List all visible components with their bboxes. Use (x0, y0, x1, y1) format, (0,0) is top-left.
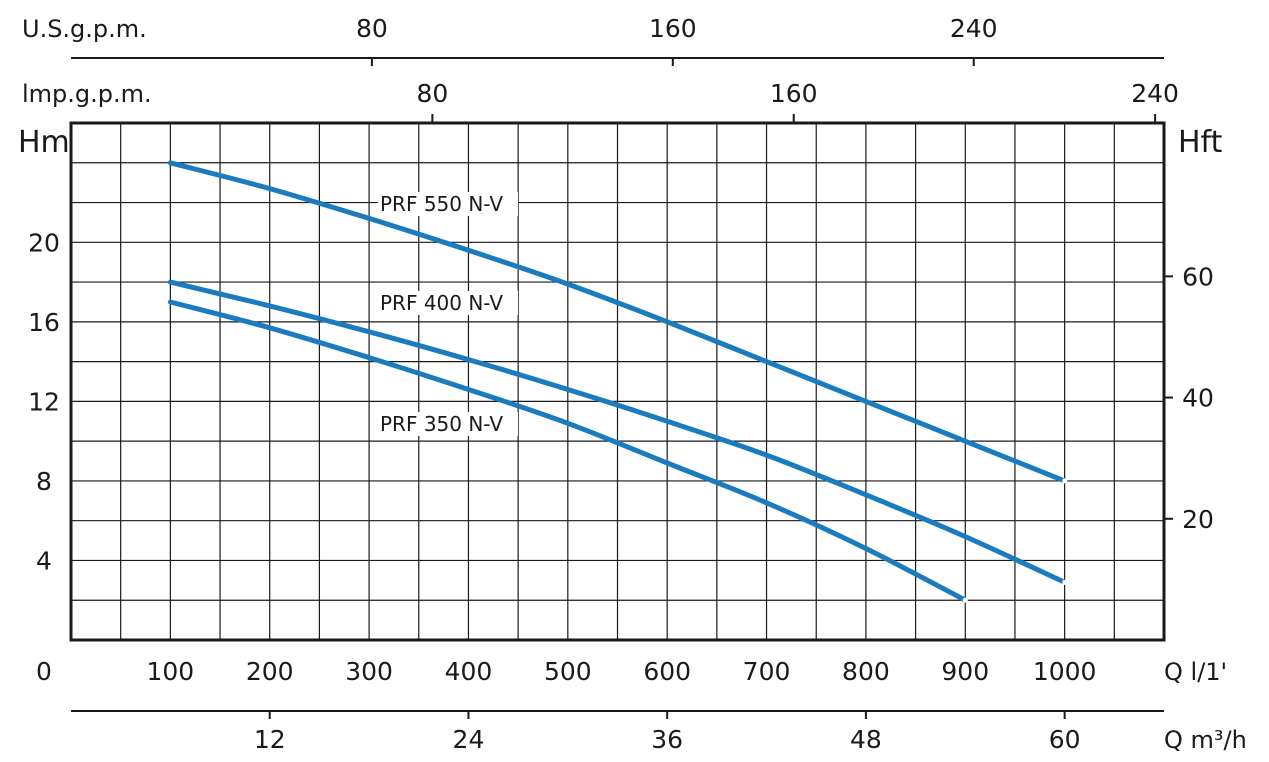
x-tick-label: 300 (345, 657, 393, 686)
plot-frame (69, 121, 1166, 642)
series-line (167, 299, 968, 603)
us-gpm-axis-label: U.S.g.p.m. (22, 15, 147, 43)
y-tick-label: 20 (28, 228, 60, 257)
curves (167, 160, 1068, 603)
series-line (167, 279, 1068, 585)
grid (69, 57, 1173, 719)
ft-tick-label: 60 (1182, 262, 1214, 291)
x-tick-label: 700 (743, 657, 791, 686)
x-tick-label: 500 (544, 657, 592, 686)
y-tick-label: 16 (28, 308, 60, 337)
imp-gpm-tick-label: 80 (416, 79, 448, 108)
x-tick-label: 1000 (1033, 657, 1097, 686)
y-axis-label: Hm (18, 125, 70, 160)
x-tick-label: 200 (246, 657, 294, 686)
y-tick-label: 4 (36, 546, 52, 575)
y2-axis-label: Hft (1178, 125, 1223, 160)
m3h-axis-label: Q m³/h (1164, 726, 1247, 754)
x-axis-label: Q l/1' (1164, 658, 1227, 686)
y-tick-label: 8 (36, 467, 52, 496)
imp-gpm-tick-label: 240 (1131, 79, 1179, 108)
m3h-tick-label: 48 (850, 725, 882, 754)
imp-gpm-tick-label: 160 (770, 79, 818, 108)
x-tick-label: 800 (842, 657, 890, 686)
series-label-bg (378, 412, 518, 436)
x-tick-label: 400 (445, 657, 493, 686)
x-tick-label: 100 (147, 657, 195, 686)
ft-tick-label: 40 (1182, 384, 1214, 413)
series-line (167, 160, 1068, 484)
x-tick-label: 0 (36, 657, 52, 686)
x-tick-label: 600 (643, 657, 691, 686)
series-end-dot (1062, 478, 1068, 484)
x-tick-label: 900 (941, 657, 989, 686)
m3h-tick-label: 12 (254, 725, 286, 754)
series-label: PRF 400 N-V (380, 291, 503, 315)
series-label: PRF 350 N-V (380, 412, 503, 436)
imp-gpm-axis-label: lmp.g.p.m. (22, 80, 152, 108)
series-label-bg (378, 291, 518, 315)
ft-tick-label: 20 (1182, 505, 1214, 534)
series-label: PRF 550 N-V (380, 192, 503, 216)
us-gpm-tick-label: 240 (950, 14, 998, 43)
us-gpm-tick-label: 80 (356, 14, 388, 43)
m3h-tick-label: 36 (651, 725, 683, 754)
series-end-dot (1062, 579, 1068, 585)
series-end-dot (962, 597, 968, 603)
y-tick-label: 12 (28, 387, 60, 416)
m3h-tick-label: 24 (453, 725, 485, 754)
us-gpm-tick-label: 160 (649, 14, 697, 43)
m3h-tick-label: 60 (1049, 725, 1081, 754)
series-label-bg (378, 192, 518, 216)
labels: 0 100 200 300 400 500 600 700 800 900 1000 Q l/1' 12… (18, 14, 1247, 754)
